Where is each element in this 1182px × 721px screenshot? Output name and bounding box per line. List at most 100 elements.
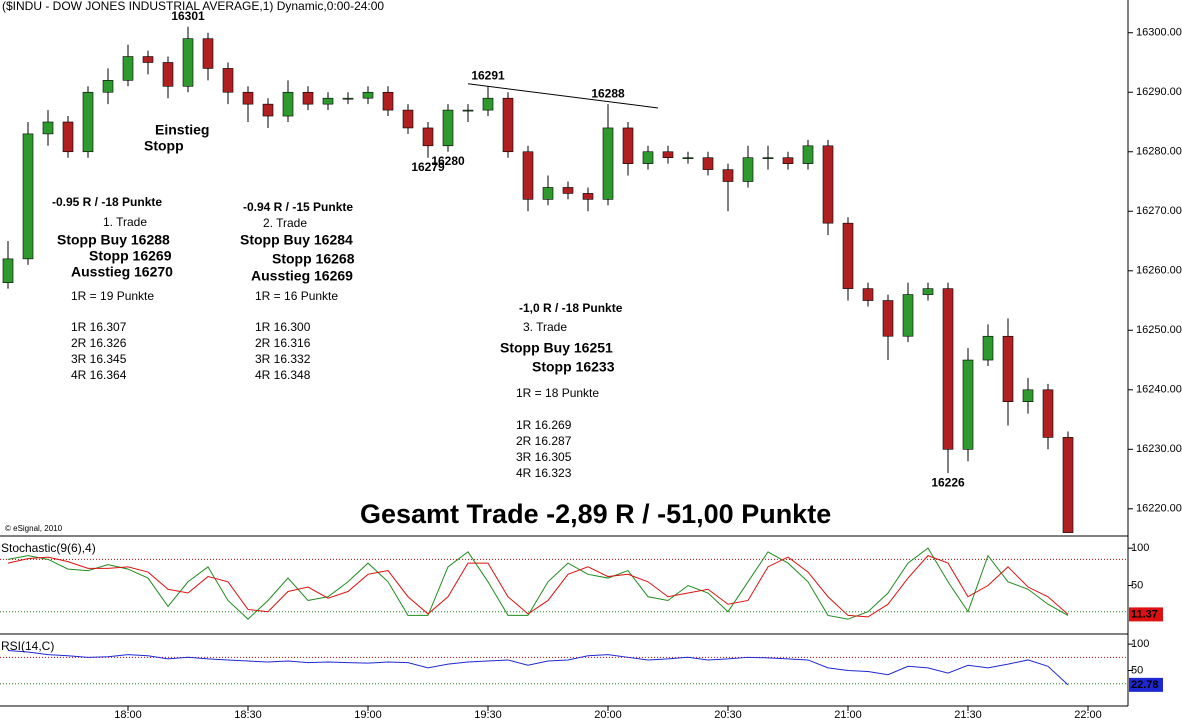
annotation: 1R = 18 Punkte	[516, 386, 599, 400]
candle-body	[542, 187, 554, 200]
candle-body	[702, 157, 714, 170]
candle-body	[262, 103, 274, 117]
indicator-line	[7, 555, 1069, 618]
candle-body	[902, 294, 914, 337]
candle-body	[802, 145, 814, 164]
point-label: 16279	[411, 160, 445, 174]
candle-body	[1002, 335, 1014, 402]
annotation: 3. Trade	[523, 320, 567, 334]
candle-body	[502, 97, 514, 153]
y-tick-label: 50	[1131, 664, 1143, 676]
point-label: 16226	[931, 475, 965, 489]
current-value-box	[1129, 677, 1163, 692]
annotation: 3R 16.345	[71, 352, 127, 366]
point-label: 16280	[431, 154, 465, 168]
candle-body	[242, 91, 254, 105]
candle-body	[42, 121, 54, 135]
candle-body	[382, 91, 394, 111]
y-tick-label: 16270.00	[1136, 205, 1182, 217]
x-tick-label: 20:00	[594, 709, 622, 721]
current-value: 22.78	[1131, 679, 1159, 691]
y-tick-label: 100	[1131, 638, 1149, 650]
candle-body	[522, 151, 534, 200]
candle-body	[762, 157, 774, 160]
candle-body	[142, 56, 154, 63]
annotation: 2R 16.316	[255, 336, 311, 350]
candle-body	[582, 193, 594, 200]
y-tick-label: 100	[1131, 542, 1149, 554]
annotation: 2R 16.326	[71, 336, 127, 350]
annotation: Stopp 16233	[532, 359, 615, 375]
candle-body	[922, 288, 934, 295]
y-tick-label: 16260.00	[1136, 265, 1182, 277]
current-value: 11.37	[1131, 608, 1158, 620]
annotation: 3R 16.332	[255, 352, 311, 366]
annotation: Ausstieg 16270	[71, 264, 173, 280]
candle-body	[342, 97, 354, 100]
indicator-line	[7, 649, 1069, 686]
candle-body	[642, 151, 654, 164]
panel-title: Stochastic(9(6),4)	[1, 541, 96, 555]
candle-body	[562, 187, 574, 194]
annotation: Stopp	[144, 138, 184, 154]
candle-body	[1022, 389, 1034, 402]
y-tick-label: 16240.00	[1136, 384, 1182, 396]
candle-body	[662, 151, 674, 159]
x-tick-label: 18:00	[114, 709, 142, 721]
annotation: -1,0 R / -18 Punkte	[519, 301, 623, 315]
candle-body	[822, 145, 834, 224]
annotation: 2R 16.287	[516, 434, 572, 448]
annotation: Ausstieg 16269	[251, 268, 353, 284]
candle-body	[1042, 389, 1054, 438]
y-tick-label: 16220.00	[1136, 503, 1182, 515]
candle-body	[722, 169, 734, 182]
annotation: 4R 16.323	[516, 466, 572, 480]
candle-body	[62, 121, 74, 153]
annotation: 1R 16.300	[255, 320, 311, 334]
candle-body	[282, 91, 294, 117]
candle-body	[442, 109, 454, 147]
candle-body	[302, 91, 314, 105]
candle-body	[942, 288, 954, 450]
annotation: Stopp Buy 16288	[57, 232, 170, 248]
point-label: 16288	[591, 86, 625, 100]
x-tick-label: 19:30	[474, 709, 502, 721]
point-label: 16291	[471, 68, 505, 82]
candle-body	[482, 97, 494, 111]
y-tick-label: 16280.00	[1136, 146, 1182, 158]
annotation: 1R = 19 Punkte	[71, 289, 154, 303]
candle-body	[202, 38, 214, 69]
candle-body	[2, 258, 14, 283]
chart-title: ($INDU - DOW JONES INDUSTRIAL AVERAGE,1)…	[2, 0, 384, 13]
annotation: 3R 16.305	[516, 450, 572, 464]
candle-body	[22, 133, 34, 260]
point-label: 16301	[171, 9, 205, 23]
candle-body	[862, 288, 874, 301]
annotation: 4R 16.348	[255, 368, 311, 382]
candle-body	[402, 109, 414, 129]
candle-body	[882, 300, 894, 337]
candle-body	[162, 62, 174, 87]
annotation: 1. Trade	[103, 215, 147, 229]
annotation: 1R 16.269	[516, 418, 572, 432]
annotation: Einstieg	[155, 122, 209, 138]
annotation: -0.95 R / -18 Punkte	[52, 195, 162, 209]
y-tick-label: 16290.00	[1136, 86, 1182, 98]
x-tick-label: 19:00	[354, 709, 382, 721]
x-tick-label: 21:00	[834, 709, 862, 721]
annotation: 1R 16.307	[71, 320, 127, 334]
annotation: Gesamt Trade -2,89 R / -51,00 Punkte	[360, 499, 831, 529]
y-tick-label: 16230.00	[1136, 443, 1182, 455]
annotation: Stopp Buy 16284	[240, 232, 353, 248]
annotation: Stopp 16269	[89, 248, 172, 264]
candle-body	[602, 127, 614, 200]
candle-body	[1062, 437, 1074, 533]
annotation: 2. Trade	[263, 216, 307, 230]
y-tick-label: 16300.00	[1136, 27, 1182, 39]
indicator-line	[7, 547, 1069, 620]
candle-body	[122, 56, 134, 81]
current-value-box	[1129, 607, 1163, 622]
candle-body	[322, 97, 334, 105]
